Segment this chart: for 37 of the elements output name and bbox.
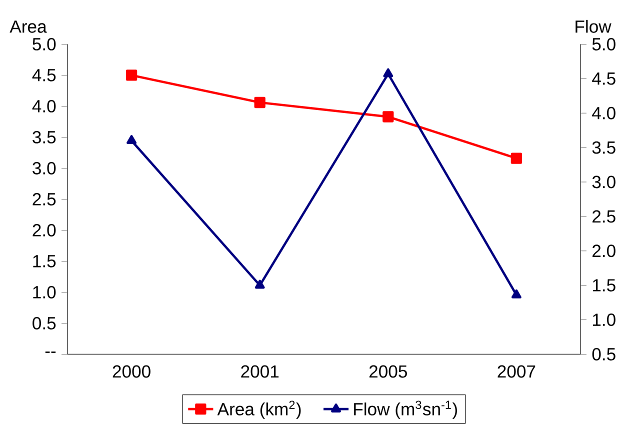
legend-label: Area (km$^{2}$): [217, 400, 301, 419]
y2-tick-label: 5.0: [592, 38, 616, 50]
y-tick-label: 4.0: [32, 100, 56, 112]
y2-axis-title: Flow: [576, 20, 612, 33]
x-tick-label: 2001: [241, 365, 279, 378]
y-tick-label: 3.0: [32, 162, 56, 174]
point: [511, 289, 522, 298]
y-tick-label: 5.0: [32, 38, 56, 50]
y-tick-label: 1.0: [33, 286, 56, 298]
y-tick-label: 1.5: [33, 254, 56, 268]
point: [382, 111, 394, 122]
y2-tick-label: 1.5: [592, 279, 616, 292]
y2-tick-label: 1.0: [592, 313, 616, 326]
point: [254, 280, 265, 289]
y-tick-label: 4.5: [32, 68, 56, 82]
point: [383, 68, 394, 78]
y2-tick-label: 0.5: [592, 348, 616, 360]
point: [510, 152, 522, 164]
y2-tick-label: 4.0: [592, 106, 616, 120]
x-tick-label: 2005: [369, 365, 407, 378]
y-tick-label: --: [45, 351, 56, 353]
y2-tick-label: 4.5: [592, 72, 616, 85]
legend-label: Flow (m$^{3}$sn$^{-1}$): [354, 400, 457, 419]
x-tick-label: 2000: [112, 365, 150, 378]
y-tick-label: 2.5: [32, 192, 56, 206]
point: [254, 96, 266, 108]
y-tick-label: 2.0: [32, 224, 56, 236]
y2-tick-label: 3.0: [592, 176, 616, 188]
y2-tick-label: 2.0: [592, 244, 616, 257]
y-axis-title: Area: [10, 20, 47, 33]
y2-tick-label: 2.5: [592, 210, 616, 223]
y-tick-label: 3.5: [32, 130, 56, 144]
point: [126, 69, 138, 81]
y2-tick-label: 3.5: [592, 141, 616, 154]
point: [126, 134, 137, 144]
x-tick-label: 2007: [498, 365, 536, 378]
y-tick-label: 0.5: [32, 316, 56, 330]
